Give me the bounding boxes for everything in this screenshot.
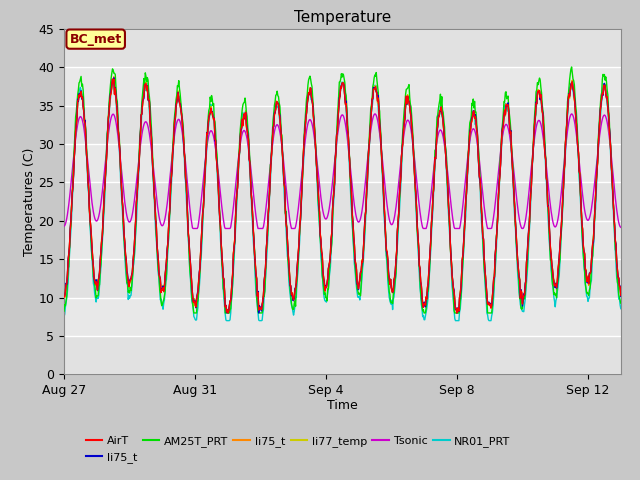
Bar bbox=[64, 336, 621, 374]
Bar bbox=[64, 182, 621, 221]
Legend: AirT, li75_t, AM25T_PRT, li75_t, li77_temp, Tsonic, NR01_PRT: AirT, li75_t, AM25T_PRT, li75_t, li77_te… bbox=[81, 432, 515, 467]
Bar bbox=[64, 259, 621, 298]
Bar bbox=[64, 29, 621, 67]
Bar bbox=[64, 106, 621, 144]
Text: BC_met: BC_met bbox=[70, 33, 122, 46]
Y-axis label: Temperatures (C): Temperatures (C) bbox=[22, 147, 36, 256]
Title: Temperature: Temperature bbox=[294, 10, 391, 25]
X-axis label: Time: Time bbox=[327, 398, 358, 411]
